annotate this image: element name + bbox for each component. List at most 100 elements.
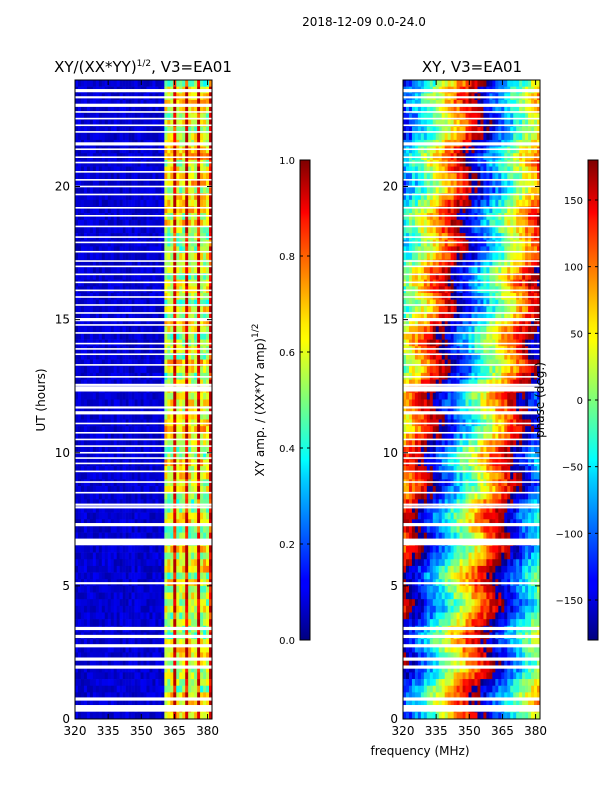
amplitude-cell [77,159,82,167]
amplitude-cell [185,186,189,194]
amplitude-cell [161,599,165,607]
amplitude-cell [182,665,186,673]
amplitude-cell [98,652,103,660]
amplitude-cell [146,699,150,706]
amplitude-cell [86,399,91,407]
amplitude-cell [200,126,204,134]
amplitude-cell [116,592,120,600]
amplitude-cell [134,239,138,247]
amplitude-cell [158,119,162,127]
amplitude-cell [200,326,204,334]
amplitude-cell [164,166,168,174]
amplitude-cell [140,199,144,207]
amplitude-cell [200,106,204,114]
amplitude-cell [158,266,162,274]
amplitude-cell [101,605,106,613]
amplitude-cell [131,193,135,201]
amplitude-cell [89,186,94,194]
amplitude-cell [200,346,204,354]
amplitude-cell [203,685,207,693]
amplitude-cell [203,253,207,261]
amplitude-cell [110,585,115,593]
amplitude-cell [104,572,109,580]
amplitude-cell [152,379,156,387]
phase-cell [519,126,523,134]
amplitude-cell [137,146,141,154]
amplitude-cell [98,346,103,354]
amplitude-cell [134,319,138,327]
amplitude-cell [89,712,94,720]
amplitude-cell [122,179,126,187]
amplitude-cell [101,592,106,600]
gap-row [75,332,212,334]
amplitude-cell [140,565,144,573]
amplitude-cell [116,565,120,573]
amplitude-cell [125,179,129,187]
amplitude-cell [80,499,85,507]
amplitude-cell [122,446,126,454]
amplitude-cell [206,346,210,354]
amplitude-cell [92,239,97,247]
amplitude-cell [170,486,174,493]
amplitude-cell [104,559,109,567]
amplitude-cell [128,486,132,493]
amplitude-cell [125,492,129,500]
amplitude-cell [116,466,120,474]
amplitude-cell [173,619,177,627]
amplitude-cell [110,146,115,154]
amplitude-cell [161,239,165,247]
amplitude-cell [179,259,183,267]
amplitude-cell [182,253,186,261]
amplitude-cell [101,692,106,700]
amplitude-cell [116,619,120,627]
amplitude-cell [77,253,82,261]
phase-cell [447,126,451,134]
amplitude-cell [89,179,94,187]
amplitude-cell [206,452,210,460]
amplitude-cell [119,472,123,480]
phase-cell [444,106,448,114]
amplitude-cell [170,259,174,267]
amplitude-cell [200,672,204,680]
amplitude-cell [182,565,186,573]
amplitude-cell [170,685,174,693]
amplitude-cell [128,699,132,706]
amplitude-cell [92,639,97,647]
amplitude-cell [119,659,123,667]
amplitude-cell [122,479,126,487]
amplitude-cell [125,685,129,693]
phase-cell [462,113,466,121]
phase-cell [480,119,484,127]
amplitude-cell [125,399,129,407]
amplitude-cell [179,572,183,580]
amplitude-cell [206,565,210,573]
amplitude-cell [176,592,180,600]
amplitude-cell [107,80,112,87]
phase-cell [480,106,484,114]
amplitude-cell [206,406,210,414]
amplitude-cell [143,326,147,334]
amplitude-cell [113,126,117,134]
phase-cell [405,119,410,127]
amplitude-cell [101,645,106,653]
amplitude-cell [197,412,201,420]
amplitude-cell [206,499,210,507]
amplitude-cell [131,585,135,593]
amplitude-cell [146,239,150,247]
amplitude-cell [104,119,109,127]
amplitude-cell [203,126,207,134]
amplitude-cell [134,352,138,360]
amplitude-cell [161,506,165,513]
amplitude-cell [164,359,168,367]
amplitude-cell [119,605,123,613]
amplitude-cell [83,239,88,247]
amplitude-cell [176,352,180,360]
amplitude-cell [92,146,97,154]
phase-cell [429,119,434,127]
amplitude-cell [176,346,180,354]
amplitude-cell [137,246,141,254]
amplitude-cell [75,392,79,400]
amplitude-cell [164,525,168,533]
amplitude-cell [86,273,91,280]
amplitude-cell [182,392,186,400]
